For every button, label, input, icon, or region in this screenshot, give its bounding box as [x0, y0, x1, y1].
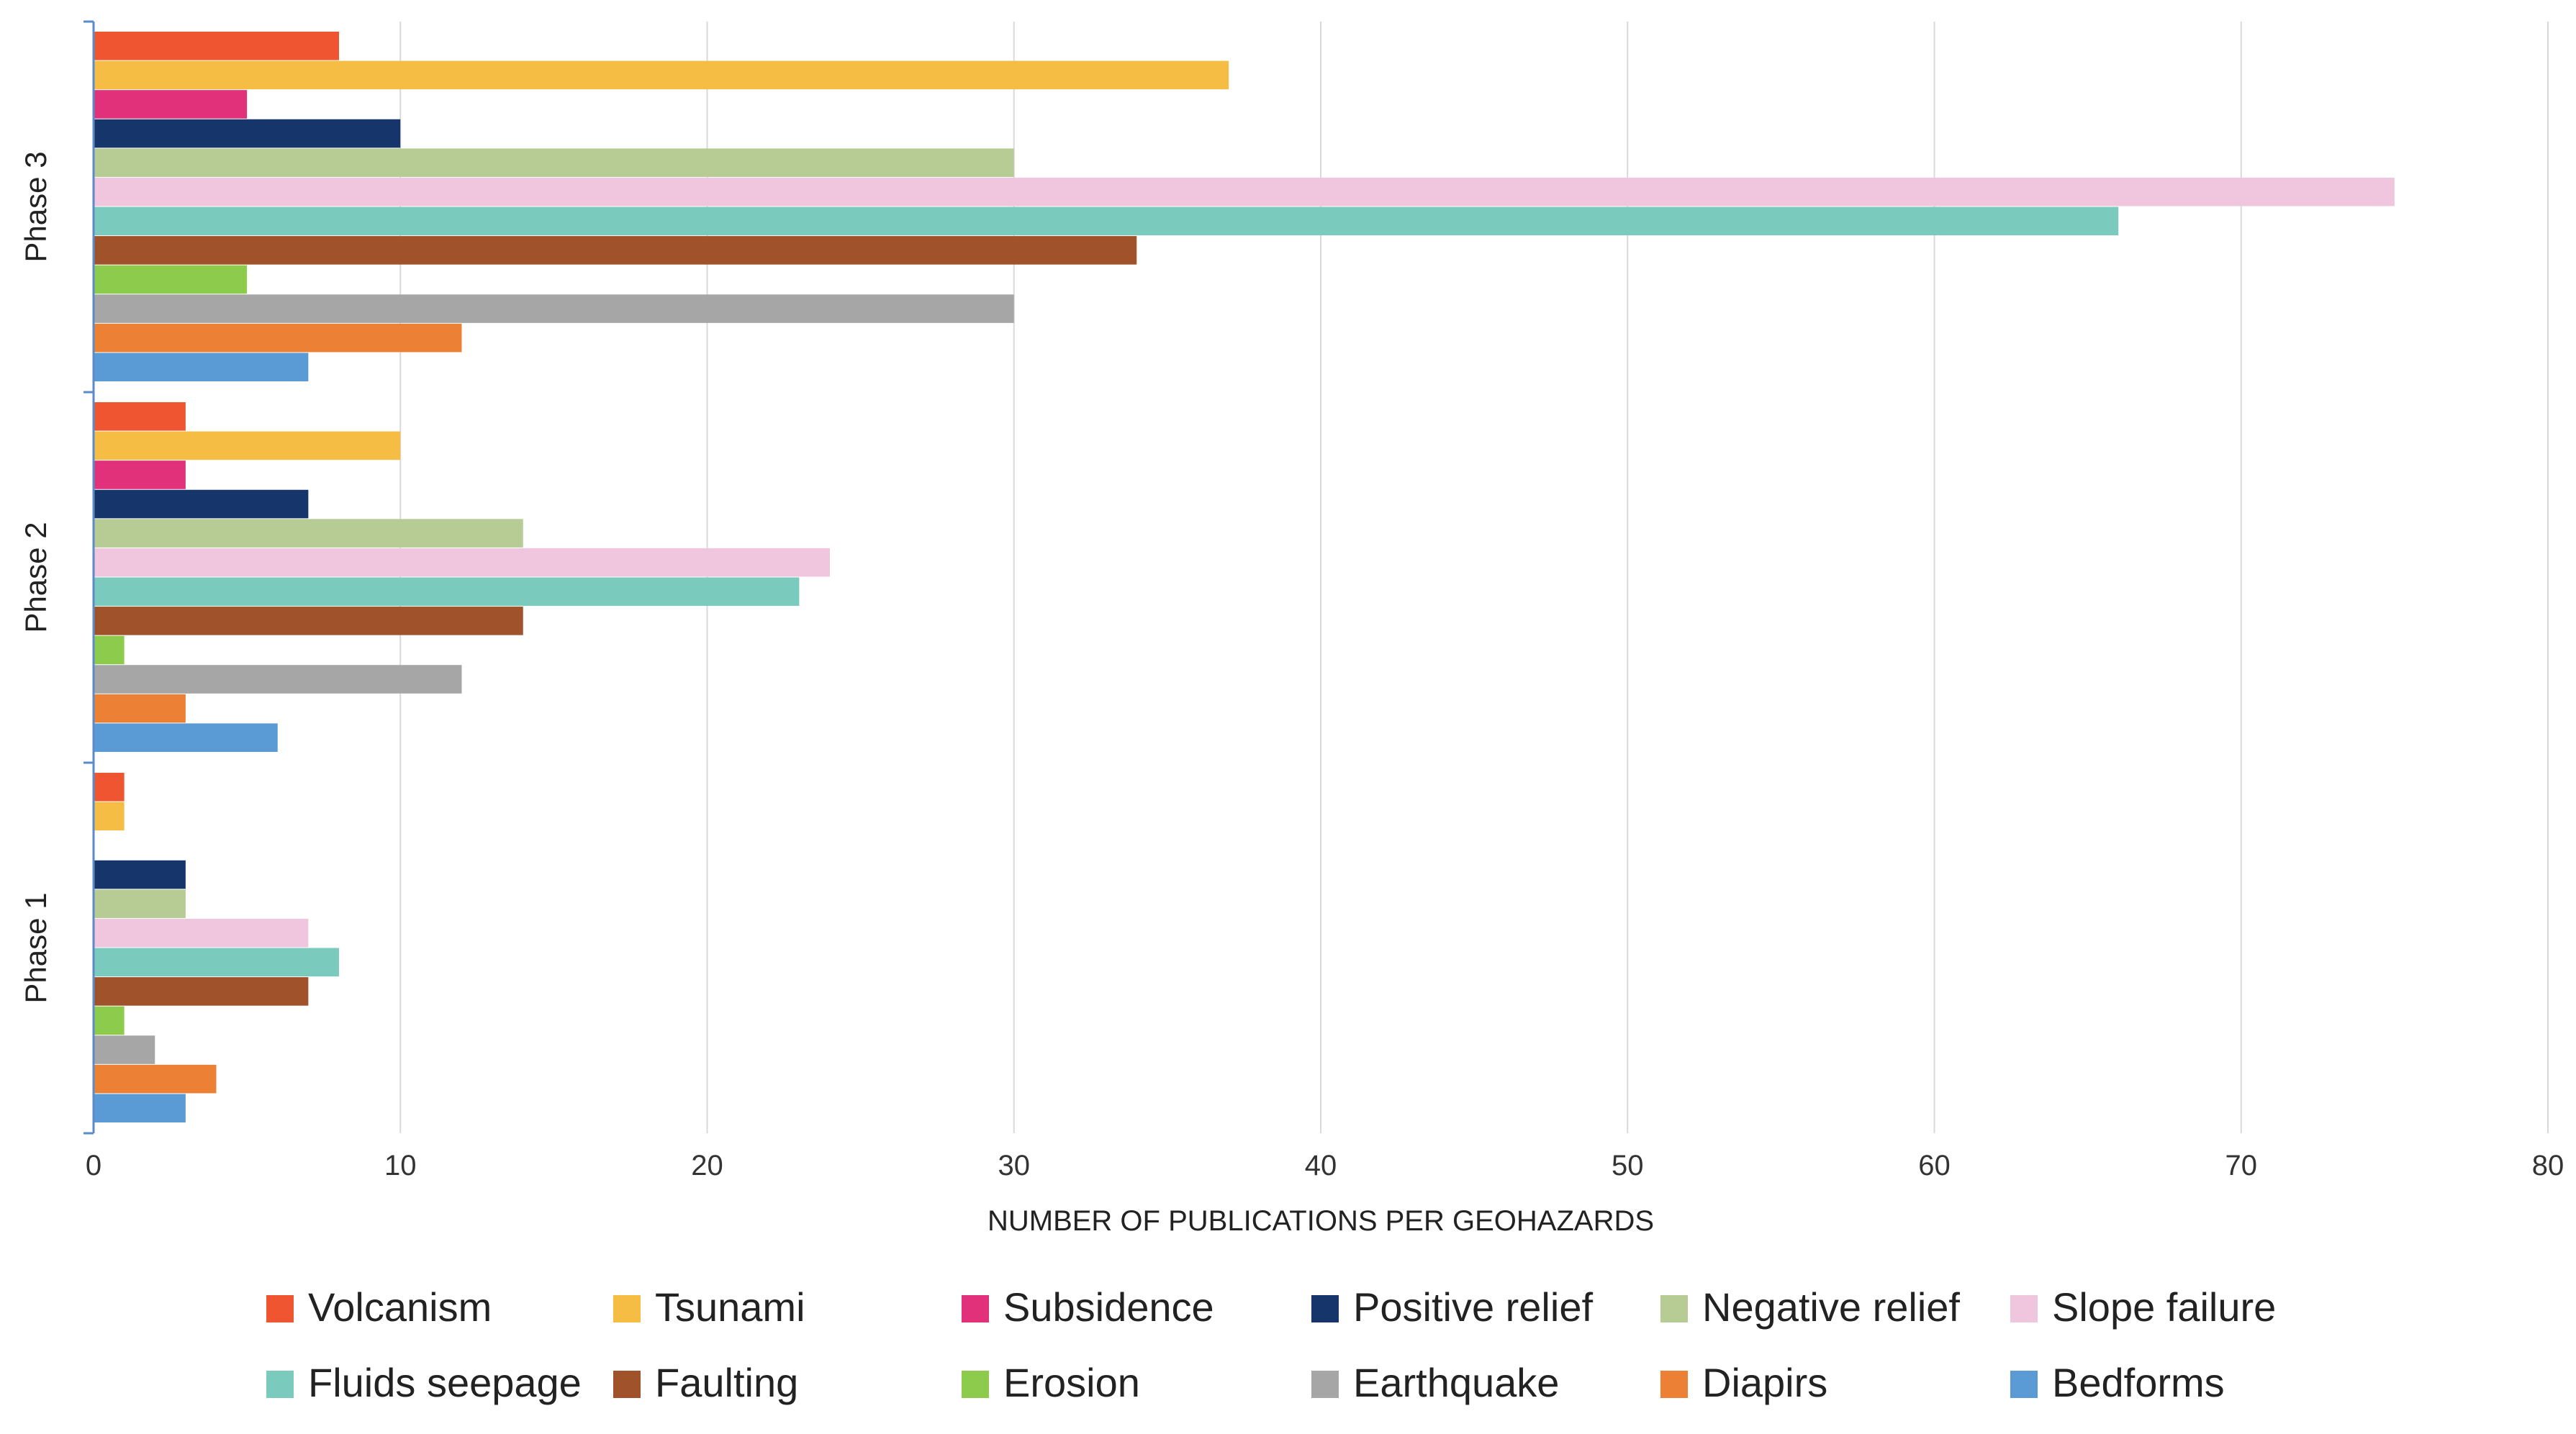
bar-diapirs [94, 694, 186, 723]
legend-label: Tsunami [655, 1284, 805, 1330]
bar-erosion [94, 265, 248, 294]
legend-swatch [1311, 1371, 1339, 1398]
bar-tsunami [94, 60, 1229, 90]
legend-label: Faulting [655, 1360, 798, 1405]
bar-earthquake [94, 1035, 155, 1064]
legend-swatch [1660, 1295, 1688, 1322]
legend-swatch [962, 1371, 989, 1398]
bar-fluids-seepage [94, 948, 339, 977]
legend-item: Erosion [962, 1360, 1140, 1405]
legend-label: Erosion [1003, 1360, 1140, 1405]
bar-negative-relief [94, 519, 523, 548]
x-tick-label: 0 [86, 1150, 101, 1181]
x-tick-label: 70 [2225, 1150, 2258, 1181]
bar-bedforms [94, 1094, 186, 1122]
bar-tsunami [94, 431, 401, 460]
x-tick-label: 30 [998, 1150, 1031, 1181]
bar-slope-failure [94, 918, 309, 948]
bar-positive-relief [94, 119, 401, 148]
legend: Volcanism Tsunami Subsidence Positive relie… [266, 1284, 2276, 1405]
legend-item: Earthquake [1311, 1360, 1559, 1405]
legend-label: Earthquake [1353, 1360, 1559, 1405]
category-label: Phase 1 [19, 892, 53, 1003]
legend-swatch [1660, 1371, 1688, 1398]
legend-item: Diapirs [1660, 1360, 1827, 1405]
legend-label: Slope failure [2052, 1284, 2276, 1330]
x-tick-label: 50 [1612, 1150, 1644, 1181]
legend-label: Diapirs [1702, 1360, 1827, 1405]
bar-fluids-seepage [94, 207, 2119, 236]
bar-earthquake [94, 294, 1014, 323]
bar-fluids-seepage [94, 577, 800, 607]
legend-item: Volcanism [266, 1284, 492, 1330]
legend-label: Bedforms [2052, 1360, 2225, 1405]
legend-label: Negative relief [1702, 1284, 1960, 1330]
bar-subsidence [94, 460, 186, 489]
legend-item: Positive relief [1311, 1284, 1593, 1330]
labels: 0 10 20 30 40 50 60 70 80 Phase 3 Phase 2 Phase 1 [19, 151, 2564, 1181]
legend-item: Fluids seepage [266, 1360, 582, 1405]
legend-swatch [2010, 1371, 2038, 1398]
legend-label: Fluids seepage [308, 1360, 582, 1405]
legend-item: Subsidence [962, 1284, 1214, 1330]
bar-erosion [94, 635, 125, 665]
bar-bedforms [94, 723, 278, 752]
legend-swatch [613, 1295, 641, 1322]
bar-subsidence [94, 90, 248, 119]
bar-diapirs [94, 323, 462, 353]
legend-label: Positive relief [1353, 1284, 1593, 1330]
x-tick-label: 60 [1918, 1150, 1951, 1181]
legend-item: Slope failure [2010, 1284, 2276, 1330]
bar-faulting [94, 236, 1137, 265]
legend-label: Volcanism [308, 1284, 492, 1330]
x-axis-title: NUMBER OF PUBLICATIONS PER GEOHAZARDS [988, 1205, 1654, 1237]
x-tick-label: 80 [2532, 1150, 2564, 1181]
bar-volcanism [94, 773, 125, 802]
legend-item: Faulting [613, 1360, 798, 1405]
bar-diapirs [94, 1064, 217, 1094]
legend-swatch [613, 1371, 641, 1398]
legend-swatch [266, 1371, 294, 1398]
x-tick-label: 40 [1305, 1150, 1337, 1181]
axes [83, 20, 95, 1135]
legend-swatch [2010, 1295, 2038, 1322]
category-label: Phase 2 [19, 522, 53, 632]
legend-item: Tsunami [613, 1284, 805, 1330]
bar-slope-failure [94, 548, 830, 577]
bar-positive-relief [94, 860, 186, 889]
bar-erosion [94, 1006, 125, 1035]
bar-positive-relief [94, 489, 309, 519]
x-tick-label: 10 [384, 1150, 417, 1181]
bar-volcanism [94, 32, 339, 60]
bar-negative-relief [94, 148, 1014, 177]
bar-volcanism [94, 402, 186, 431]
legend-swatch [962, 1295, 989, 1322]
legend-label: Subsidence [1003, 1284, 1214, 1330]
category-label: Phase 3 [19, 151, 53, 262]
legend-swatch [266, 1295, 294, 1322]
bar-tsunami [94, 802, 125, 831]
bar-faulting [94, 607, 523, 635]
bar-faulting [94, 977, 309, 1006]
legend-item: Bedforms [2010, 1360, 2225, 1405]
legend-item: Negative relief [1660, 1284, 1960, 1330]
bar-slope-failure [94, 177, 2395, 207]
bar-bedforms [94, 353, 309, 381]
bars [94, 32, 2395, 1122]
bar-earthquake [94, 665, 462, 694]
legend-swatch [1311, 1295, 1339, 1322]
bar-negative-relief [94, 889, 186, 918]
x-tick-label: 20 [691, 1150, 723, 1181]
